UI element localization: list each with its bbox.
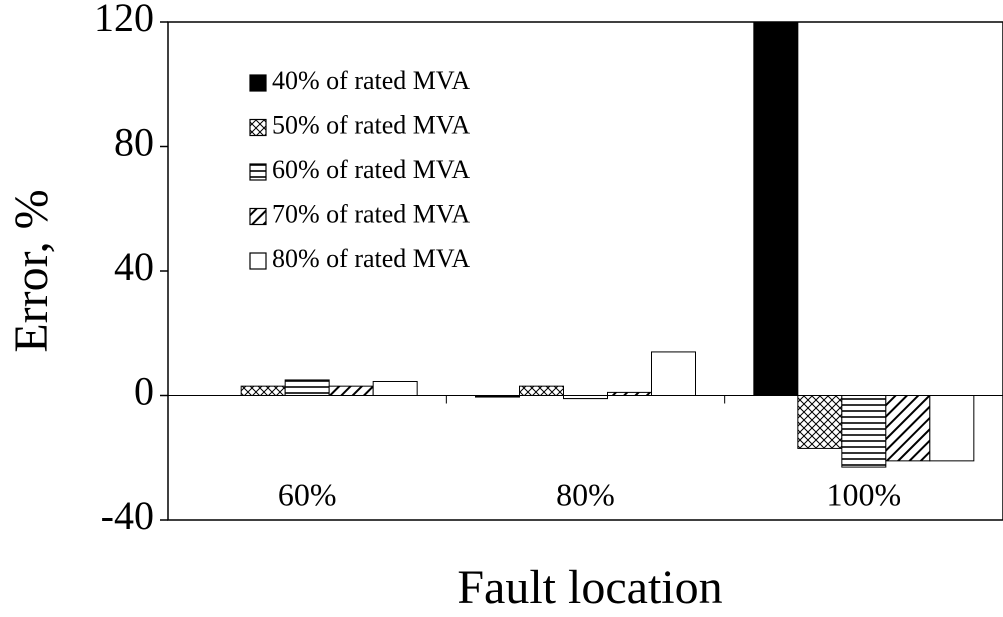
legend-label: 40% of rated MVA bbox=[272, 66, 470, 95]
legend-label: 80% of rated MVA bbox=[272, 244, 470, 273]
y-tick-label: 0 bbox=[134, 369, 154, 414]
y-tick-label: 80 bbox=[114, 120, 154, 165]
legend-swatch bbox=[249, 252, 267, 270]
legend-label: 60% of rated MVA bbox=[272, 155, 470, 184]
x-axis-title: Fault location bbox=[457, 561, 722, 614]
x-tick-label: 60% bbox=[278, 476, 337, 512]
bar bbox=[885, 395, 931, 462]
bars bbox=[240, 22, 975, 468]
y-tick-label: 40 bbox=[114, 244, 154, 289]
bar bbox=[284, 379, 330, 396]
bar bbox=[372, 380, 418, 396]
legend-label: 50% of rated MVA bbox=[272, 110, 470, 139]
bar bbox=[929, 395, 975, 462]
legend-label: 70% of rated MVA bbox=[272, 199, 470, 228]
x-tick-label: 80% bbox=[556, 476, 615, 512]
bar bbox=[328, 385, 374, 397]
bar bbox=[519, 385, 564, 397]
bar bbox=[797, 395, 843, 449]
y-axis-title: Error, % bbox=[5, 189, 58, 352]
bar bbox=[753, 22, 799, 396]
legend-swatch bbox=[249, 207, 267, 226]
legend-swatch bbox=[249, 118, 267, 137]
y-tick-label: 120 bbox=[94, 0, 154, 40]
legend-swatch bbox=[249, 163, 267, 181]
legend-swatch bbox=[249, 74, 267, 92]
x-tick-label: 100% bbox=[827, 476, 902, 512]
bar bbox=[841, 395, 887, 468]
bar bbox=[240, 385, 286, 397]
y-tick-label: -40 bbox=[101, 493, 154, 538]
bar bbox=[651, 351, 696, 396]
